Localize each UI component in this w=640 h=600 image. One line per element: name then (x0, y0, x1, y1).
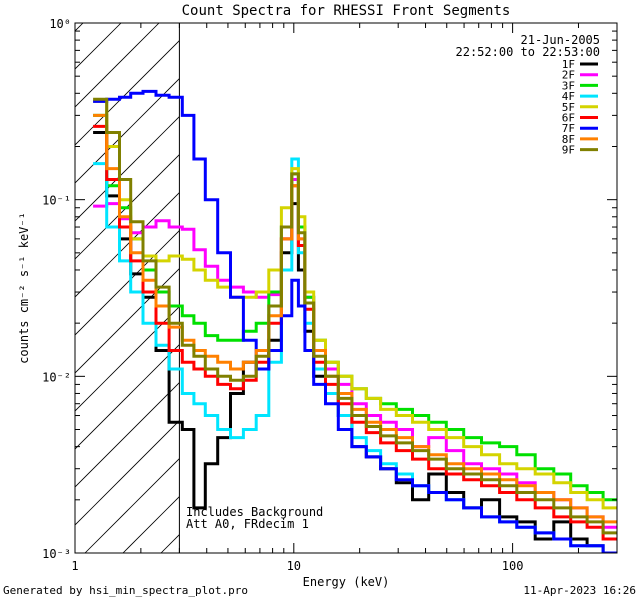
y-tick-label: 10⁰ (49, 17, 71, 31)
hatch-line (75, 306, 180, 412)
y-tick-label: 10⁻³ (42, 547, 71, 561)
annotation-attenuator: Att A0, FRdecim 1 (186, 517, 309, 531)
x-tick-label: 10 (287, 559, 301, 573)
hatch-line (75, 382, 180, 488)
hatch-line (75, 154, 180, 260)
hatch-line (75, 40, 180, 146)
x-tick-label: 100 (502, 559, 524, 573)
chart-title: Count Spectra for RHESSI Front Segments (182, 3, 511, 19)
series-3F (93, 113, 617, 502)
legend-label-6F: 6F (562, 112, 575, 125)
date-label: 21-Jun-2005 (521, 33, 600, 47)
hatch-line (84, 458, 180, 553)
y-tick-label: 10⁻¹ (42, 194, 71, 208)
hatch-line (75, 116, 180, 222)
y-axis: 10⁰ 10⁻¹ 10⁻² 10⁻³ (42, 17, 617, 561)
legend-label-2F: 2F (562, 69, 575, 82)
x-axis: 1 10 100 (71, 23, 618, 573)
time-range-label: 22:52:00 to 22:53:00 (456, 45, 601, 59)
hatch-line (0, 0, 75, 553)
series-8F (93, 113, 617, 524)
hatch-line (75, 420, 180, 526)
legend-label-9F: 9F (562, 144, 575, 157)
x-axis-label: Energy (keV) (303, 575, 390, 589)
series-1F (93, 131, 617, 553)
legend-label-7F: 7F (562, 122, 575, 135)
series-layer (93, 89, 617, 553)
x-tick-label: 1 (71, 559, 78, 573)
hatch-line (75, 192, 180, 298)
y-axis-label: counts cm⁻² s⁻¹ keV⁻¹ (17, 212, 31, 364)
annotation-background: Includes Background (186, 505, 323, 519)
hatch-line (75, 23, 160, 108)
series-9F (93, 97, 617, 535)
series-6F (93, 124, 617, 541)
legend-label-1F: 1F (562, 58, 575, 71)
hatch-line (75, 268, 180, 374)
y-tick-label: 10⁻² (42, 370, 71, 384)
legend-label-5F: 5F (562, 101, 575, 114)
plot-frame (74, 22, 618, 554)
hatch-line (75, 78, 180, 184)
footer-generated-by: Generated by hsi_min_spectra_plot.pro (3, 584, 248, 597)
legend-label-4F: 4F (562, 90, 575, 103)
hatch-line (75, 230, 180, 336)
footer-timestamp: 11-Apr-2023 16:26 (523, 584, 636, 597)
legend-label-3F: 3F (562, 79, 575, 92)
legend-label-8F: 8F (562, 133, 575, 146)
